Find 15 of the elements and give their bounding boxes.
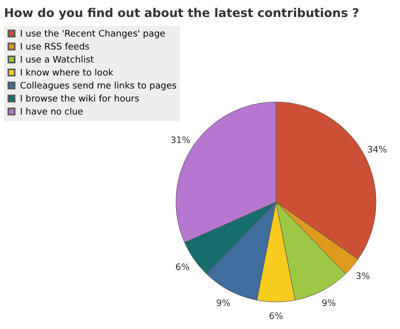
data-label: 6% [175,263,190,274]
data-label: 6% [268,312,284,322]
data-label: 9% [216,299,231,310]
legend-label: I have no clue [20,108,84,118]
data-label: 34% [367,145,388,156]
legend-label: I browse the wiki for hours [20,94,140,104]
data-label: 3% [356,272,370,282]
legend-label: I know where to look [20,68,114,78]
legend-label: I use a Watchlist [20,56,94,66]
data-label: 31% [170,136,191,146]
chart-title: How do you find out about the latest contributions ? [4,6,360,20]
legend-label: I use the 'Recent Changes' page [20,30,166,40]
data-label: 9% [322,299,336,310]
legend-label: Colleagues send me links to pages [20,82,177,92]
legend-label: I use RSS feeds [20,42,90,52]
